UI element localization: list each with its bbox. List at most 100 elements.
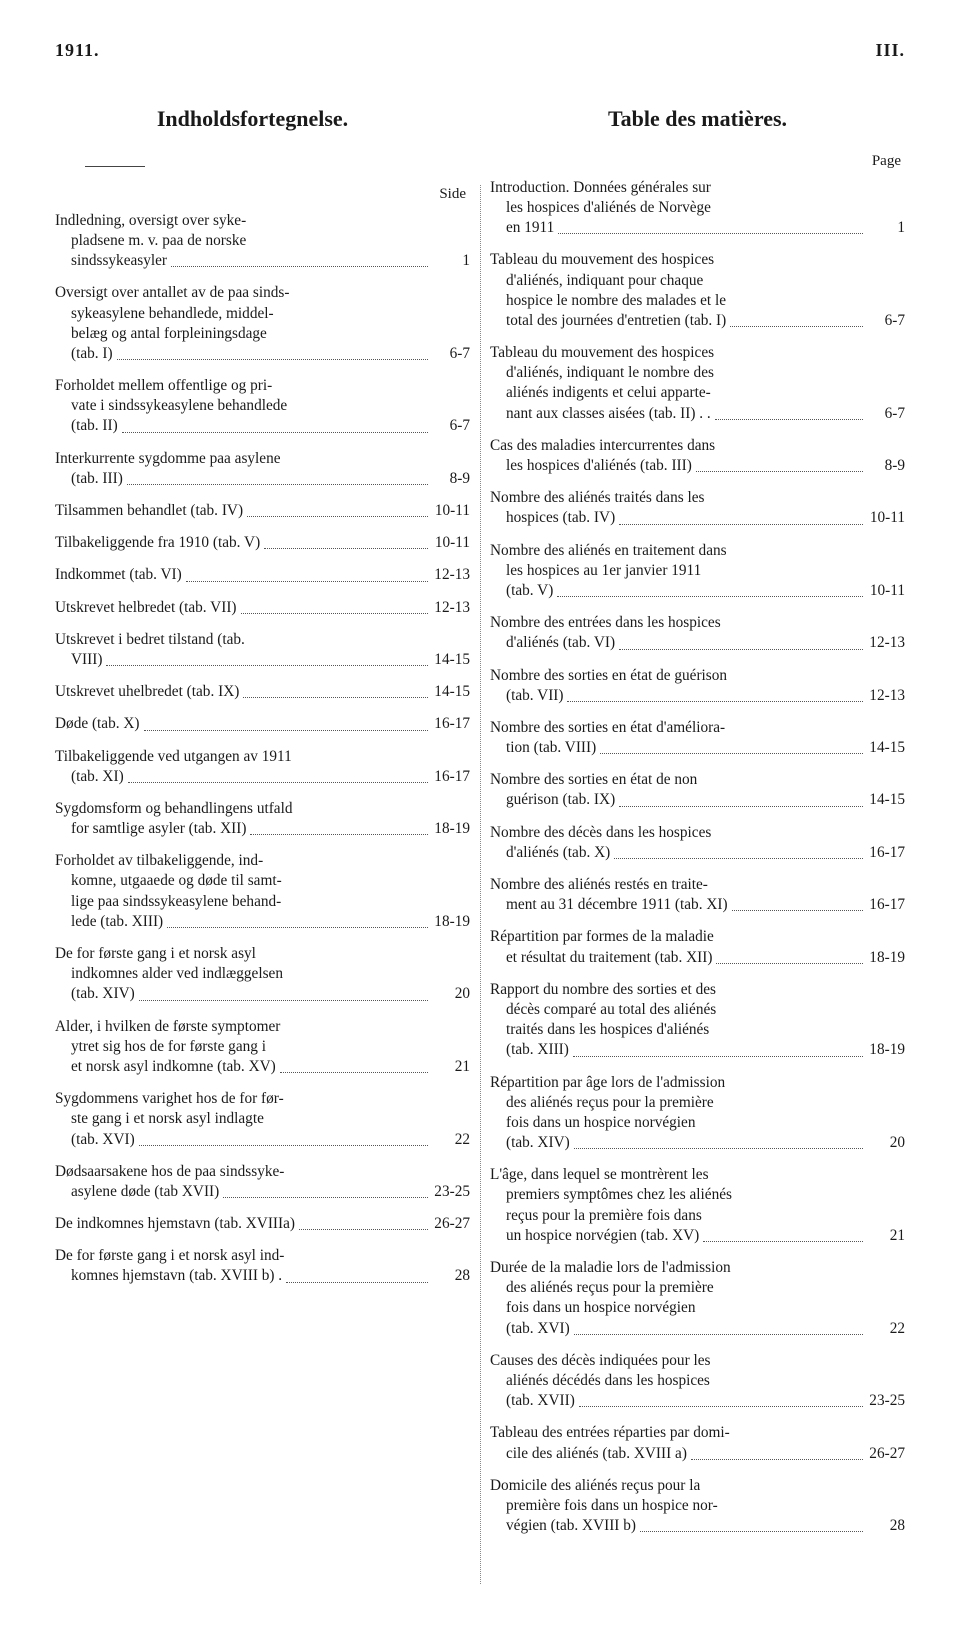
toc-line: Nombre des sorties en état d'améliora- [490, 718, 905, 738]
toc-page-number: 12-13 [432, 598, 470, 618]
toc-entry: Nombre des sorties en état de guérison(t… [490, 666, 905, 706]
toc-page-number: 18-19 [867, 1040, 905, 1060]
toc-line: Introduction. Données générales sur [490, 178, 905, 198]
toc-dots [732, 910, 863, 911]
toc-dots [574, 1334, 863, 1335]
toc-entry: Répartition par âge lors de l'admissiond… [490, 1073, 905, 1154]
toc-page-number: 14-15 [867, 738, 905, 758]
toc-entry: De for første gang i et norsk asylindkom… [55, 944, 470, 1005]
toc-last-line: (tab. XIV)20 [490, 1133, 905, 1153]
toc-dots [600, 753, 863, 754]
toc-label: asylene døde (tab XVII) [71, 1182, 219, 1202]
toc-page-number: 16-17 [432, 714, 470, 734]
toc-line: Nombre des aliénés traités dans les [490, 488, 905, 508]
toc-dots [241, 613, 428, 614]
toc-dots [614, 858, 863, 859]
toc-label: (tab. XVII) [506, 1391, 575, 1411]
toc-entry: Cas des maladies intercurrentes dansles … [490, 436, 905, 476]
toc-page-number: 12-13 [867, 686, 905, 706]
toc-label: Tilbakeliggende fra 1910 (tab. V) [55, 533, 260, 553]
toc-dots [139, 1000, 428, 1001]
toc-line: Domicile des aliénés reçus pour la [490, 1476, 905, 1496]
toc-line: Dødsaarsakene hos de paa sindssyke- [55, 1162, 470, 1182]
toc-last-line: et résultat du traitement (tab. XII)18-1… [490, 948, 905, 968]
toc-last-line: (tab. XVI)22 [55, 1130, 470, 1150]
toc-page-number: 23-25 [432, 1182, 470, 1202]
toc-line: Alder, i hvilken de første symptomer [55, 1017, 470, 1037]
toc-page-number: 8-9 [867, 456, 905, 476]
toc-page-number: 18-19 [867, 948, 905, 968]
toc-label: végien (tab. XVIII b) [506, 1516, 636, 1536]
toc-last-line: ment au 31 décembre 1911 (tab. XI) 16-17 [490, 895, 905, 915]
toc-label: tion (tab. VIII) [506, 738, 596, 758]
toc-label: (tab. V) [506, 581, 553, 601]
toc-line: Durée de la maladie lors de l'admission [490, 1258, 905, 1278]
toc-line: ste gang i et norsk asyl indlagte [55, 1109, 470, 1129]
toc-page-number: 21 [867, 1226, 905, 1246]
toc-label: total des journées d'entretien (tab. I) [506, 311, 726, 331]
toc-entry: De for første gang i et norsk asyl ind-k… [55, 1246, 470, 1286]
toc-dots [250, 834, 428, 835]
toc-entry: Oversigt over antallet av de paa sinds-s… [55, 283, 470, 364]
toc-entry: Nombre des sorties en état d'améliora-ti… [490, 718, 905, 758]
toc-dots [567, 701, 863, 702]
toc-entry: Nombre des aliénés restés en traite-ment… [490, 875, 905, 915]
toc-line: Répartition par formes de la maladie [490, 927, 905, 947]
toc-dots [128, 782, 428, 783]
toc-line: décès comparé au total des aliénés [490, 1000, 905, 1020]
toc-page-number: 14-15 [432, 650, 470, 670]
page-label: Page [490, 152, 905, 172]
toc-label: (tab. I) [71, 344, 113, 364]
toc-entry: Utskrevet helbredet (tab. VII)12-13 [55, 598, 470, 618]
toc-dots [299, 1229, 428, 1230]
toc-dots [127, 484, 428, 485]
toc-label: (tab. XIV) [506, 1133, 570, 1153]
toc-entry: Forholdet mellem offentlige og pri-vate … [55, 376, 470, 437]
toc-page-number: 16-17 [867, 843, 905, 863]
toc-last-line: (tab. XVII)23-25 [490, 1391, 905, 1411]
toc-page-number: 1 [432, 251, 470, 271]
toc-dots [558, 233, 863, 234]
toc-line: des aliénés reçus pour la première [490, 1093, 905, 1113]
toc-line: ytret sig hos de for første gang i [55, 1037, 470, 1057]
toc-page-number: 28 [867, 1516, 905, 1536]
toc-line: komne, utgaaede og døde til samt- [55, 871, 470, 891]
toc-line: Nombre des entrées dans les hospices [490, 613, 905, 633]
toc-last-line: d'aliénés (tab. VI)12-13 [490, 633, 905, 653]
left-column: Side Indledning, oversigt over syke-plad… [55, 152, 470, 1548]
toc-dots [117, 359, 428, 360]
toc-label: guérison (tab. IX) [506, 790, 615, 810]
toc-last-line: guérison (tab. IX)14-15 [490, 790, 905, 810]
toc-page-number: 22 [867, 1319, 905, 1339]
toc-line: d'aliénés, indiquant le nombre des [490, 363, 905, 383]
toc-page-number: 6-7 [867, 404, 905, 424]
toc-line: Indledning, oversigt over syke- [55, 211, 470, 231]
toc-last-line: komnes hjemstavn (tab. XVIII b) .28 [55, 1266, 470, 1286]
toc-last-line: cile des aliénés (tab. XVIII a)26-27 [490, 1444, 905, 1464]
toc-line: Nombre des aliénés restés en traite- [490, 875, 905, 895]
toc-label: sindssykeasyler [71, 251, 167, 271]
toc-line: indkomnes alder ved indlæggelsen [55, 964, 470, 984]
toc-last-line: les hospices d'aliénés (tab. III)8-9 [490, 456, 905, 476]
toc-page-number: 16-17 [867, 895, 905, 915]
toc-last-line: Indkommet (tab. VI)12-13 [55, 565, 470, 585]
toc-label: ment au 31 décembre 1911 (tab. XI) [506, 895, 728, 915]
left-title: Indholdsfortegnelse. [55, 106, 480, 132]
toc-last-line: (tab. VII)12-13 [490, 686, 905, 706]
toc-entry: Nombre des aliénés en traitement dansles… [490, 541, 905, 602]
toc-line: premiers symptômes chez les aliénés [490, 1185, 905, 1205]
toc-last-line: Utskrevet helbredet (tab. VII)12-13 [55, 598, 470, 618]
toc-last-line: (tab. III)8-9 [55, 469, 470, 489]
toc-line: Rapport du nombre des sorties et des [490, 980, 905, 1000]
toc-dots [730, 326, 863, 327]
toc-entry: Domicile des aliénés reçus pour lapremiè… [490, 1476, 905, 1537]
toc-line: traités dans les hospices d'aliénés [490, 1020, 905, 1040]
toc-entry: Døde (tab. X)16-17 [55, 714, 470, 734]
toc-page-number: 26-27 [432, 1214, 470, 1234]
toc-line: Forholdet mellem offentlige og pri- [55, 376, 470, 396]
toc-page-number: 10-11 [867, 508, 905, 528]
toc-page-number: 10-11 [432, 501, 470, 521]
toc-line: première fois dans un hospice nor- [490, 1496, 905, 1516]
toc-dots [139, 1145, 428, 1146]
toc-line: Nombre des décès dans les hospices [490, 823, 905, 843]
